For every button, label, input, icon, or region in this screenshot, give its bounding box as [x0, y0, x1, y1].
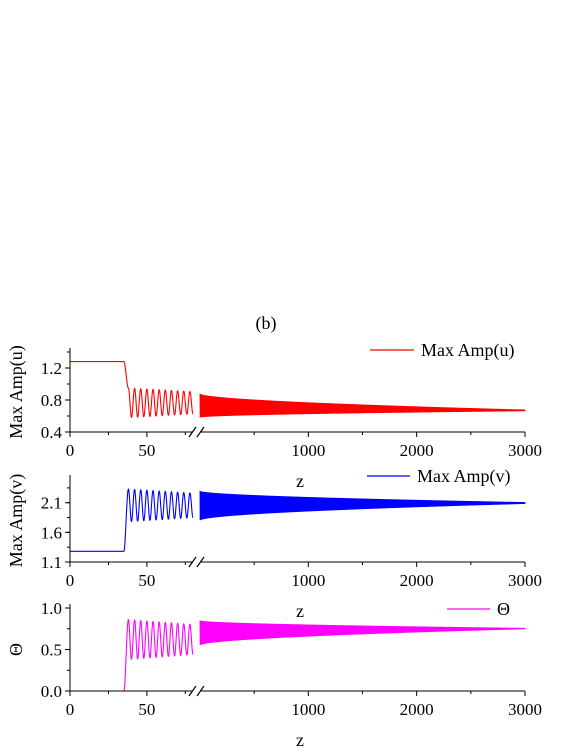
series-line-right: [199, 393, 526, 418]
panels: 0.4 0.8 1.2 0 50 1000 2000 3000 z Max Amp(u) Max A…: [6, 340, 542, 750]
y-tick-label: 1.6: [41, 523, 62, 542]
chart-panel-2: 1.1 1.6 2.1 0 50 1000 2000 3000 z Max Amp(v) Max A…: [6, 466, 542, 621]
x-tick-label: 0: [66, 571, 75, 590]
series-line-right: [199, 490, 526, 521]
x-tick-label: 3000: [508, 700, 542, 719]
x-tick-label: 2000: [400, 441, 434, 460]
series-line-left: [70, 361, 194, 419]
x-tick-label: 0: [66, 700, 75, 719]
series-line-right: [199, 620, 526, 646]
axis-break-mark: [196, 556, 205, 568]
x-tick-label: 50: [138, 700, 155, 719]
y-axis-label: Max Amp(u): [6, 345, 27, 439]
x-tick-label: 2000: [400, 571, 434, 590]
y-tick-label: 0.0: [41, 682, 62, 701]
x-tick-label: 3000: [508, 571, 542, 590]
y-axis-label: Max Amp(v): [6, 474, 27, 568]
x-axis-label: z: [296, 601, 304, 621]
axis-break-mark: [188, 426, 197, 438]
axis-break-mark: [188, 685, 197, 697]
axis-break-mark: [196, 426, 205, 438]
series-line-left: [70, 618, 194, 692]
axis-break-mark: [196, 685, 205, 697]
x-axis-label: z: [296, 471, 304, 491]
y-tick-label: 1.1: [41, 553, 62, 572]
x-tick-label: 3000: [508, 441, 542, 460]
y-tick-label: 1.0: [41, 599, 62, 618]
series-line-left: [70, 488, 194, 552]
y-tick-label: 0.8: [41, 391, 62, 410]
x-tick-label: 2000: [400, 700, 434, 719]
y-axis-label: Θ: [6, 643, 26, 656]
legend-label: Max Amp(v): [417, 466, 511, 487]
chart-panel-3: 0.0 0.5 1.0 0 50 1000 2000 3000 z Θ Θ: [6, 599, 542, 750]
x-tick-label: 1000: [291, 700, 325, 719]
x-tick-label: 1000: [291, 571, 325, 590]
legend-label: Max Amp(u): [421, 340, 515, 361]
panel-label: (b): [256, 313, 277, 334]
x-axis-label: z: [296, 730, 304, 750]
y-tick-label: 2.1: [41, 494, 62, 513]
y-tick-label: 0.5: [41, 641, 62, 660]
x-tick-label: 0: [66, 441, 75, 460]
legend-label: Θ: [497, 599, 510, 619]
y-tick-label: 1.2: [41, 359, 62, 378]
x-tick-label: 50: [138, 441, 155, 460]
x-tick-label: 1000: [291, 441, 325, 460]
y-tick-label: 0.4: [41, 423, 63, 442]
axis-break-mark: [188, 556, 197, 568]
chart-panel-1: 0.4 0.8 1.2 0 50 1000 2000 3000 z Max Amp(u) Max A…: [6, 340, 542, 491]
x-tick-label: 50: [138, 571, 155, 590]
